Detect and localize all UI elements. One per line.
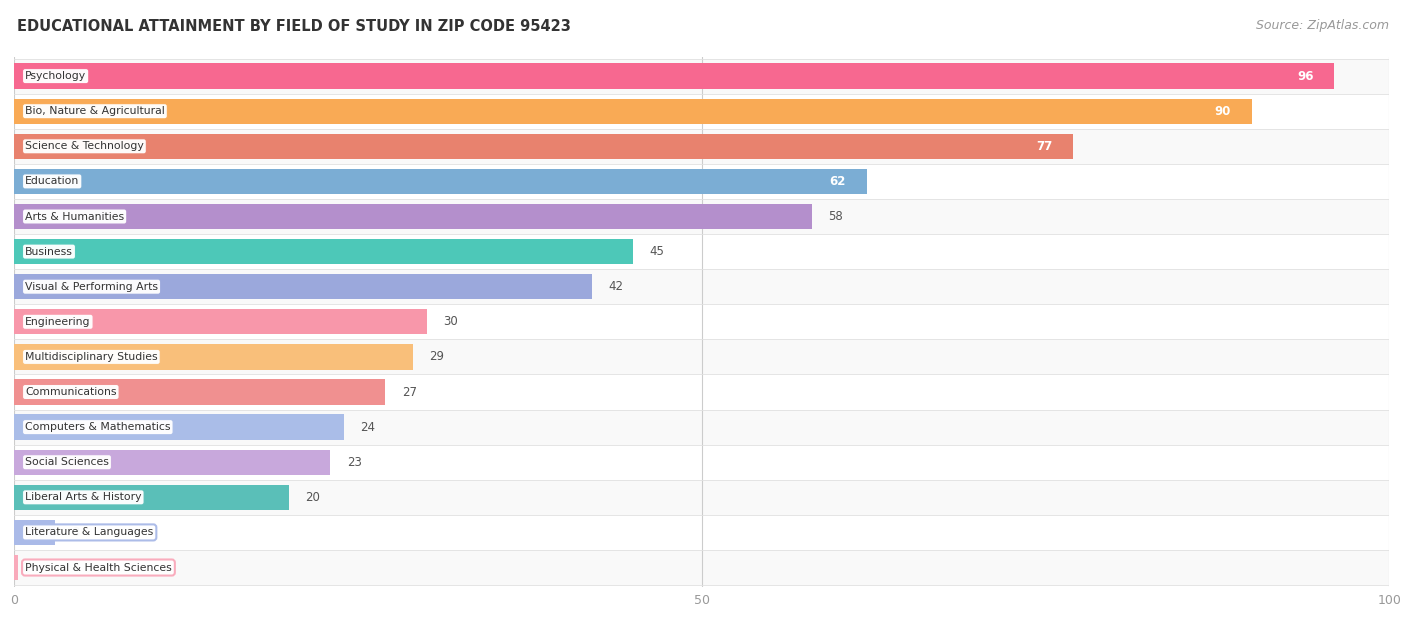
Bar (14, 304, 1389, 339)
Text: 20: 20 (305, 491, 321, 504)
Text: Physical & Health Sciences: Physical & Health Sciences (25, 562, 172, 572)
Bar (14, 204, 811, 229)
Text: Engineering: Engineering (25, 317, 90, 327)
Bar (14, 339, 1389, 374)
Bar (14, 449, 330, 475)
Text: 42: 42 (607, 280, 623, 293)
Text: 77: 77 (1036, 140, 1052, 153)
Text: Communications: Communications (25, 387, 117, 397)
Text: Literature & Languages: Literature & Languages (25, 528, 153, 538)
Bar (14, 410, 1389, 445)
Text: Computers & Mathematics: Computers & Mathematics (25, 422, 170, 432)
Bar (14, 129, 1389, 164)
Bar (14, 199, 1389, 234)
Bar (14, 555, 18, 580)
Text: 58: 58 (828, 210, 842, 223)
Bar (14, 98, 1251, 124)
Text: Science & Technology: Science & Technology (25, 141, 143, 151)
Text: Multidisciplinary Studies: Multidisciplinary Studies (25, 352, 157, 362)
Bar (14, 164, 1389, 199)
Bar (14, 515, 1389, 550)
Bar (14, 239, 633, 264)
Bar (14, 234, 1389, 269)
Bar (14, 64, 1334, 89)
Text: Business: Business (25, 247, 73, 257)
Bar (14, 93, 1389, 129)
Text: 90: 90 (1215, 105, 1232, 118)
Bar (14, 274, 592, 299)
Bar (14, 379, 385, 404)
Text: Source: ZipAtlas.com: Source: ZipAtlas.com (1256, 19, 1389, 32)
Bar (14, 134, 1073, 159)
Text: Visual & Performing Arts: Visual & Performing Arts (25, 281, 157, 292)
Text: Liberal Arts & History: Liberal Arts & History (25, 492, 142, 502)
Text: 30: 30 (443, 316, 458, 328)
Text: Social Sciences: Social Sciences (25, 457, 108, 467)
Text: Psychology: Psychology (25, 71, 86, 81)
Bar (14, 485, 290, 510)
Text: 45: 45 (650, 245, 664, 258)
Bar (14, 59, 1389, 93)
Text: 29: 29 (429, 350, 444, 363)
Text: Arts & Humanities: Arts & Humanities (25, 211, 124, 221)
Bar (14, 345, 413, 370)
Bar (14, 374, 1389, 410)
Text: 23: 23 (347, 456, 361, 469)
Text: Bio, Nature & Agricultural: Bio, Nature & Agricultural (25, 106, 165, 116)
Bar (14, 480, 1389, 515)
Bar (14, 269, 1389, 304)
Text: 0: 0 (21, 561, 28, 574)
Text: 3: 3 (72, 526, 79, 539)
Bar (14, 168, 866, 194)
Bar (14, 520, 55, 545)
Text: 62: 62 (830, 175, 846, 188)
Bar (14, 309, 426, 334)
Text: 24: 24 (360, 421, 375, 433)
Text: 96: 96 (1296, 69, 1313, 83)
Bar (14, 550, 1389, 585)
Text: EDUCATIONAL ATTAINMENT BY FIELD OF STUDY IN ZIP CODE 95423: EDUCATIONAL ATTAINMENT BY FIELD OF STUDY… (17, 19, 571, 34)
Bar (14, 445, 1389, 480)
Text: 27: 27 (402, 386, 416, 399)
Text: Education: Education (25, 177, 79, 186)
Bar (14, 415, 344, 440)
